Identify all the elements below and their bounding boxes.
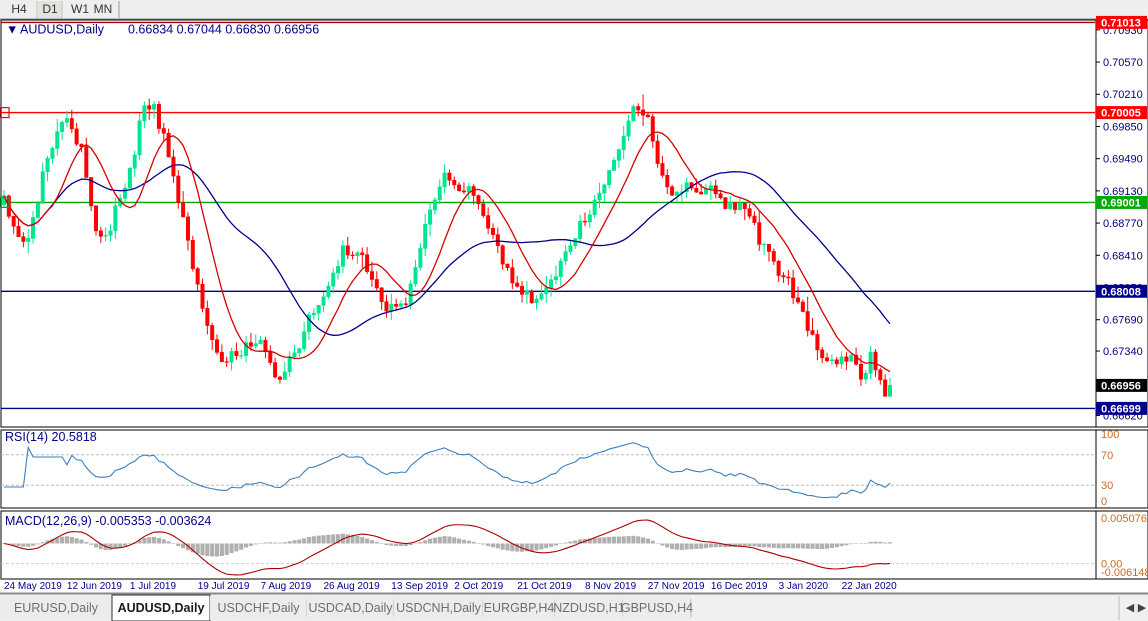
svg-text:MN: MN: [94, 2, 113, 16]
svg-text:0.71013: 0.71013: [1101, 17, 1141, 29]
svg-text:0.66699: 0.66699: [1101, 403, 1141, 415]
svg-text:NZDUSD,H1: NZDUSD,H1: [553, 601, 625, 615]
svg-text:24 May 2019: 24 May 2019: [4, 581, 62, 592]
svg-text:RSI(14) 20.5818: RSI(14) 20.5818: [5, 430, 97, 444]
svg-text:0.69850: 0.69850: [1103, 122, 1143, 134]
svg-text:AUDUSD,Daily: AUDUSD,Daily: [20, 23, 105, 37]
svg-text:▼: ▼: [6, 23, 18, 37]
svg-text:70: 70: [1101, 450, 1113, 462]
svg-text:EURUSD,Daily: EURUSD,Daily: [14, 601, 99, 615]
svg-text:27 Nov 2019: 27 Nov 2019: [648, 581, 705, 592]
svg-text:22 Jan 2020: 22 Jan 2020: [842, 581, 897, 592]
svg-text:2 Oct 2019: 2 Oct 2019: [454, 581, 503, 592]
svg-text:0.70005: 0.70005: [1101, 108, 1141, 120]
svg-text:0.66956: 0.66956: [1101, 380, 1141, 392]
svg-text:0.68770: 0.68770: [1103, 218, 1143, 230]
svg-text:21 Oct 2019: 21 Oct 2019: [517, 581, 572, 592]
svg-text:0.67690: 0.67690: [1103, 315, 1143, 327]
svg-text:0.68008: 0.68008: [1101, 286, 1141, 298]
svg-text:USDCHF,Daily: USDCHF,Daily: [218, 601, 301, 615]
svg-text:D1: D1: [42, 2, 58, 16]
svg-text:19 Jul 2019: 19 Jul 2019: [198, 581, 250, 592]
svg-text:7 Aug 2019: 7 Aug 2019: [261, 581, 312, 592]
svg-text:26 Aug 2019: 26 Aug 2019: [324, 581, 381, 592]
svg-text:0: 0: [1101, 496, 1107, 508]
svg-text:H4: H4: [11, 2, 27, 16]
svg-text:W1: W1: [71, 2, 89, 16]
svg-text:100: 100: [1101, 429, 1119, 441]
svg-text:0.005076: 0.005076: [1101, 513, 1147, 525]
svg-text:16 Dec 2019: 16 Dec 2019: [711, 581, 768, 592]
svg-text:0.66834 0.67044 0.66830 0.6695: 0.66834 0.67044 0.66830 0.66956: [128, 23, 319, 37]
svg-text:12 Jun 2019: 12 Jun 2019: [67, 581, 122, 592]
svg-text:0.70570: 0.70570: [1103, 57, 1143, 69]
svg-text:GBPUSD,H4: GBPUSD,H4: [621, 601, 693, 615]
svg-text:MACD(12,26,9) -0.005353 -0.003: MACD(12,26,9) -0.005353 -0.003624: [5, 514, 211, 528]
svg-text:◀: ◀: [1126, 602, 1135, 614]
svg-text:EURGBP,H4: EURGBP,H4: [484, 601, 555, 615]
svg-text:-0.006148: -0.006148: [1101, 567, 1148, 579]
svg-text:8 Nov 2019: 8 Nov 2019: [585, 581, 637, 592]
svg-text:0.67340: 0.67340: [1103, 346, 1143, 358]
svg-text:USDCNH,Daily: USDCNH,Daily: [396, 601, 481, 615]
svg-text:▶: ▶: [1138, 602, 1147, 614]
svg-text:0.69001: 0.69001: [1101, 197, 1141, 209]
svg-text:1 Jul 2019: 1 Jul 2019: [130, 581, 177, 592]
svg-text:AUDUSD,Daily: AUDUSD,Daily: [118, 601, 205, 615]
svg-text:0.69490: 0.69490: [1103, 154, 1143, 166]
svg-text:0.70210: 0.70210: [1103, 89, 1143, 101]
svg-text:30: 30: [1101, 480, 1113, 492]
svg-text:0.68410: 0.68410: [1103, 250, 1143, 262]
svg-text:3 Jan 2020: 3 Jan 2020: [779, 581, 829, 592]
svg-text:13 Sep 2019: 13 Sep 2019: [391, 581, 448, 592]
svg-text:USDCAD,Daily: USDCAD,Daily: [308, 601, 393, 615]
